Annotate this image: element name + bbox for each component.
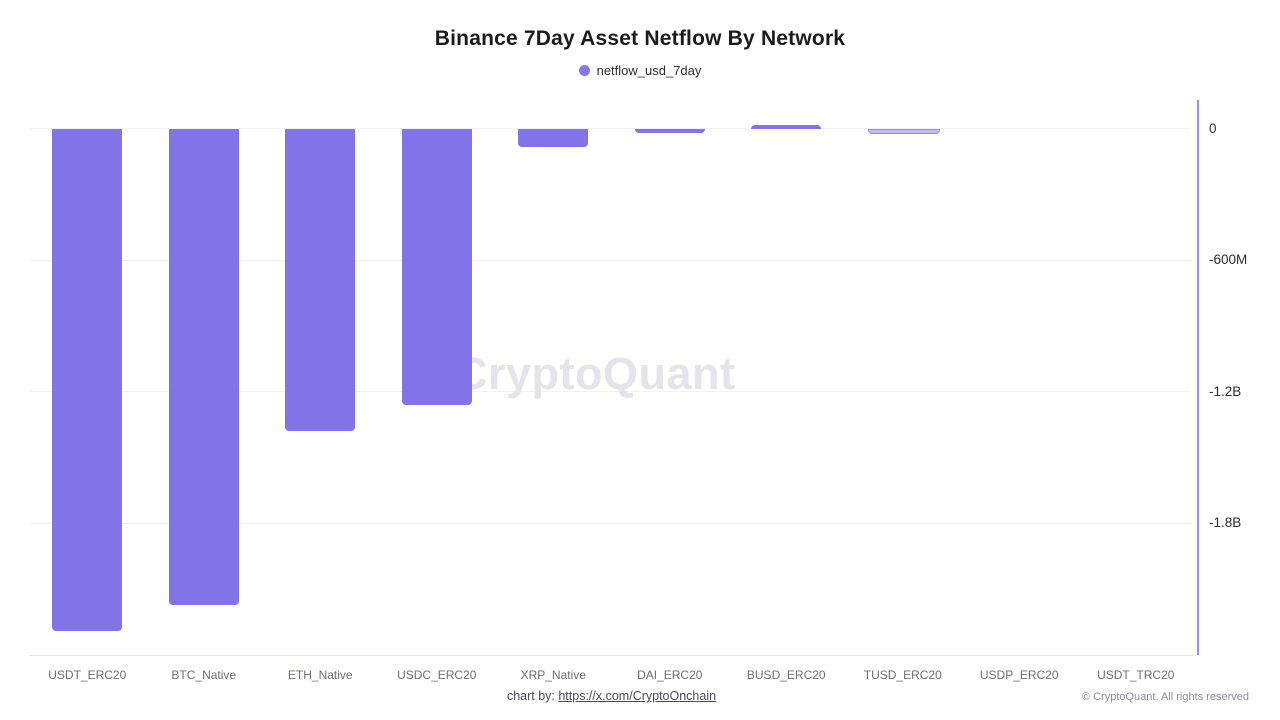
y-axis-tick-label: -600M [1209, 252, 1248, 268]
gridline--1.2B [29, 391, 1190, 393]
x-axis-line [29, 655, 1193, 656]
x-axis-label-BTC_Native: BTC_Native [171, 668, 237, 682]
legend-label: netflow_usd_7day [596, 63, 702, 78]
gridline-0 [29, 128, 1190, 130]
bar-XRP_Native[interactable] [518, 128, 589, 148]
gridline--1.8B [29, 522, 1190, 524]
y-axis-tick-label: -1.2B [1209, 383, 1242, 399]
bar-ETH_Native[interactable] [285, 128, 356, 432]
x-axis-label-USDT_ERC20: USDT_ERC20 [48, 668, 127, 682]
x-axis-label-USDT_TRC20: USDT_TRC20 [1097, 668, 1175, 682]
x-axis-label-USDP_ERC20: USDP_ERC20 [979, 668, 1059, 682]
x-axis-label-XRP_Native: XRP_Native [520, 668, 586, 682]
y-axis-tick-label: 0 [1209, 120, 1217, 136]
legend-item[interactable]: netflow_usd_7day [0, 63, 1280, 78]
cryptoquant-watermark: CryptoQuant [455, 348, 736, 399]
chart-source-prefix: chart by: [506, 689, 555, 703]
x-axis-label-BUSD_ERC20: BUSD_ERC20 [746, 668, 826, 682]
y-axis-line [1197, 100, 1199, 655]
x-axis-label-ETH_Native: ETH_Native [287, 668, 353, 682]
bar-USDC_ERC20[interactable] [401, 128, 472, 405]
legend-marker-icon [578, 65, 590, 76]
bar-USDT_ERC20[interactable] [52, 128, 123, 631]
x-axis-label-TUSD_ERC20: TUSD_ERC20 [863, 668, 942, 682]
x-axis-label-USDC_ERC20: USDC_ERC20 [397, 668, 477, 682]
bar-TUSD_ERC20[interactable] [867, 128, 940, 134]
bar-BTC_Native[interactable] [168, 128, 239, 605]
y-axis-tick-label: -1.8B [1209, 515, 1242, 531]
x-axis-label-DAI_ERC20: DAI_ERC20 [637, 668, 703, 682]
bar-BUSD_ERC20[interactable] [751, 125, 822, 129]
page-title: Binance 7Day Asset Netflow By Network [434, 27, 846, 50]
bar-DAI_ERC20[interactable] [634, 128, 705, 133]
copyright-notice: © CryptoQuant. All rights reserved [1081, 691, 1249, 703]
chart-source-link[interactable]: https://x.com/CryptoOnchain [558, 689, 717, 703]
chart-attribution: chart by: https://x.com/CryptoOnchain [29, 689, 1194, 703]
gridline--600M [29, 259, 1190, 261]
